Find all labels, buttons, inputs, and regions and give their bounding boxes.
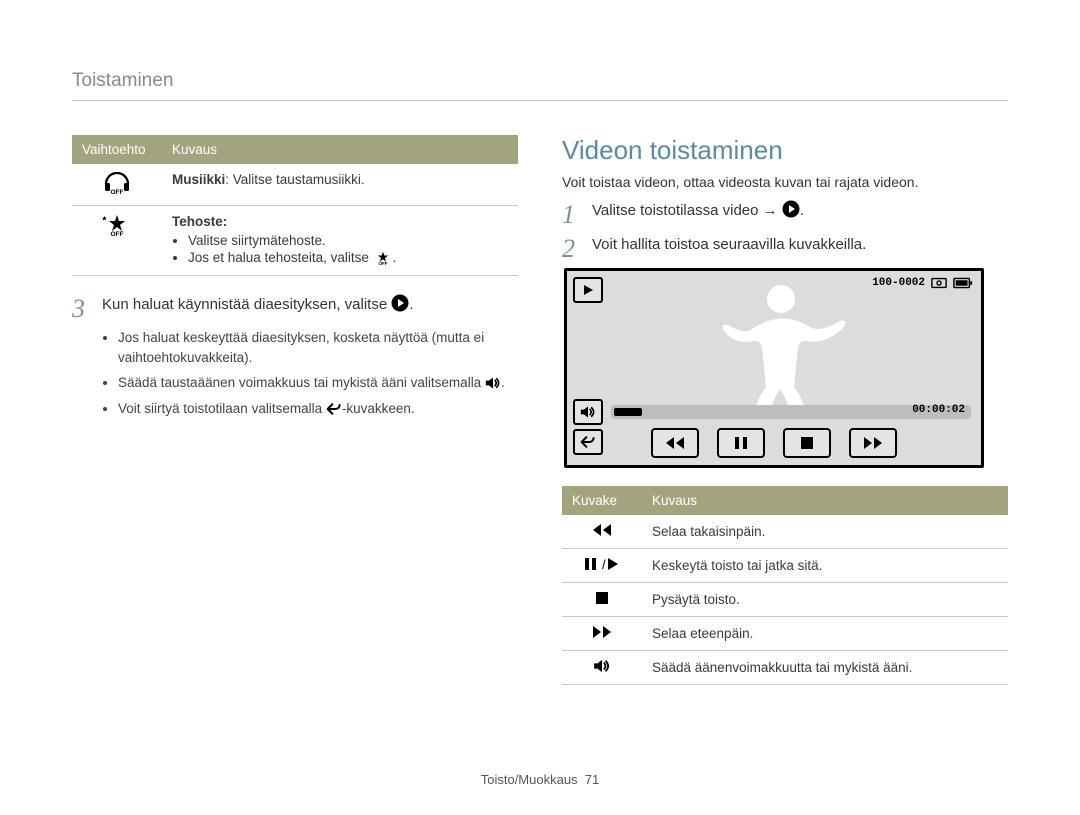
music-label: Musiikki xyxy=(172,172,225,187)
option-effect-desc: Tehoste: Valitse siirtymätehoste. Jos et… xyxy=(162,206,518,276)
pause-play-desc: Keskeytä toisto tai jatka sitä. xyxy=(642,549,1008,583)
th-icon: Kuvake xyxy=(562,486,642,515)
th-option: Vaihtoehto xyxy=(72,135,162,164)
footer-page: 71 xyxy=(585,772,599,787)
step-2-text: Voit hallita toistoa seuraavilla kuvakke… xyxy=(592,234,1008,262)
music-rest: : Valitse taustamusiikki. xyxy=(225,172,364,187)
svg-text:/: / xyxy=(602,557,606,571)
icon-table: Kuvake Kuvaus Selaa takaisinpäin. / xyxy=(562,486,1008,685)
step-1-num: 1 xyxy=(562,200,592,228)
effect-b2b: . xyxy=(393,250,397,265)
progress-bar[interactable]: 00:00:02 xyxy=(611,405,971,419)
pause-play-icon: / xyxy=(562,549,642,583)
video-player: 100-0002 xyxy=(564,268,984,468)
effect-bullet-1: Valitse siirtymätehoste. xyxy=(188,233,508,248)
thumbnail-silhouette xyxy=(697,279,857,419)
svg-text:OFF: OFF xyxy=(111,231,124,236)
progress-fill xyxy=(614,408,642,416)
step-1: 1 Valitse toistotilassa video → . xyxy=(562,200,1008,228)
effect-bullet-2: Jos et halua tehosteita, valitse OFF . xyxy=(188,250,508,265)
step-3-text: Kun haluat käynnistää diaesityksen, vali… xyxy=(102,294,518,322)
forward-button[interactable] xyxy=(849,428,897,458)
page-footer: Toisto/Muokkaus 71 xyxy=(0,772,1080,787)
volume-button[interactable] xyxy=(573,399,603,425)
back-arrow-icon xyxy=(326,402,342,416)
pause-button[interactable] xyxy=(717,428,765,458)
volume-desc: Säädä äänenvoimakkuutta tai mykistä ääni… xyxy=(642,651,1008,685)
th-icon-desc: Kuvaus xyxy=(642,486,1008,515)
th-desc: Kuvaus xyxy=(162,135,518,164)
step3-a: Kun haluat käynnistää diaesityksen, vali… xyxy=(102,296,391,313)
option-music-desc: Musiikki: Valitse taustamusiikki. xyxy=(162,164,518,206)
file-counter: 100-0002 xyxy=(872,277,925,289)
section-intro: Voit toistaa videon, ottaa videosta kuva… xyxy=(562,174,1008,190)
option-icon-music: OFF xyxy=(72,164,162,206)
forward-desc: Selaa eteenpäin. xyxy=(642,617,1008,651)
memory-icon xyxy=(931,277,947,289)
speaker-icon xyxy=(485,376,501,390)
section-heading: Videon toistaminen xyxy=(562,135,1008,166)
step-3: 3 Kun haluat käynnistää diaesityksen, va… xyxy=(72,294,518,322)
divider xyxy=(72,100,1008,101)
lb3a: Voit siirtyä toistotilaan valitsemalla xyxy=(118,401,326,416)
battery-icon xyxy=(953,277,973,289)
lb3b: -kuvakkeen. xyxy=(342,401,415,416)
left-bullet-2: Säädä taustaäänen voimakkuus tai mykistä… xyxy=(118,373,518,393)
stop-button[interactable] xyxy=(783,428,831,458)
volume-icon xyxy=(562,651,642,685)
step3-b: . xyxy=(409,296,413,313)
lb2a: Säädä taustaäänen voimakkuus tai mykistä… xyxy=(118,375,485,390)
stop-icon xyxy=(562,583,642,617)
rewind-desc: Selaa takaisinpäin. xyxy=(642,515,1008,549)
step-3-num: 3 xyxy=(72,294,102,322)
play-circle-icon xyxy=(391,294,409,312)
svg-text:OFF: OFF xyxy=(378,261,387,265)
rewind-icon xyxy=(562,515,642,549)
left-bullet-3: Voit siirtyä toistotilaan valitsemalla -… xyxy=(118,399,518,419)
progress-time: 00:00:02 xyxy=(912,404,965,416)
playback-mode-icon[interactable] xyxy=(573,277,603,303)
step-2-num: 2 xyxy=(562,234,592,262)
option-icon-effect: OFF xyxy=(72,206,162,276)
s1a: Valitse toistotilassa video → xyxy=(592,202,782,219)
s1b: . xyxy=(800,202,804,219)
options-table: Vaihtoehto Kuvaus OFF Musiikki: Valitse … xyxy=(72,135,518,276)
footer-text: Toisto/Muokkaus xyxy=(481,772,578,787)
effect-label: Tehoste: xyxy=(172,214,227,229)
svg-text:OFF: OFF xyxy=(111,189,124,194)
lb2b: . xyxy=(501,375,505,390)
stop-desc: Pysäytä toisto. xyxy=(642,583,1008,617)
forward-icon xyxy=(562,617,642,651)
breadcrumb: Toistaminen xyxy=(72,70,1008,92)
rewind-button[interactable] xyxy=(651,428,699,458)
step-1-text: Valitse toistotilassa video → . xyxy=(592,200,1008,228)
play-circle-icon xyxy=(782,200,800,218)
star-off-icon: OFF xyxy=(373,251,393,265)
effect-b2a: Jos et halua tehosteita, valitse xyxy=(188,250,373,265)
left-bullet-1: Jos haluat keskeyttää diaesityksen, kosk… xyxy=(118,328,518,367)
step-2: 2 Voit hallita toistoa seuraavilla kuvak… xyxy=(562,234,1008,262)
